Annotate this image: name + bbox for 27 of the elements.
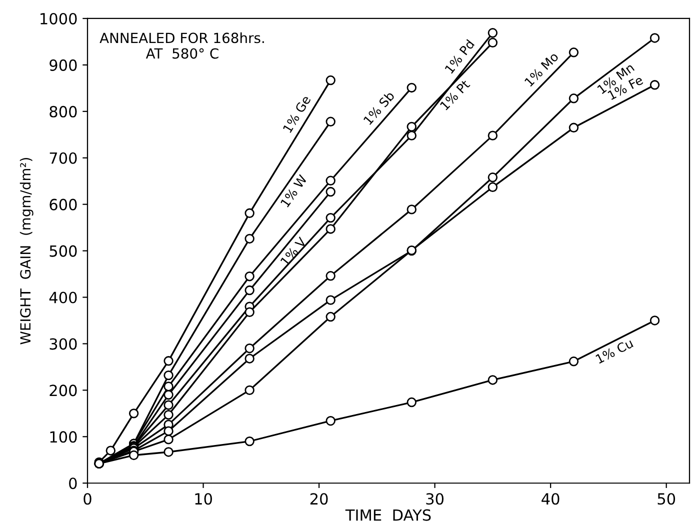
y-tick-label: 0 xyxy=(69,478,77,490)
y-tick-label: 800 xyxy=(50,106,77,118)
text: 1% Cu xyxy=(595,338,634,364)
annotation: ANNEALED FOR 168hrs. AT 580° C xyxy=(100,32,264,59)
y-tick-label: 1000 xyxy=(40,12,77,24)
x-tick-label: 20 xyxy=(310,493,328,505)
text: 1% Sb xyxy=(362,90,395,126)
x-axis-title: TIME DAYS xyxy=(345,509,431,521)
text: 1% W xyxy=(280,174,308,208)
x-tick-label: 50 xyxy=(658,493,676,505)
text: 1% Pd xyxy=(444,39,475,74)
y-tick-label: 400 xyxy=(49,292,77,304)
y-tick-label: 200 xyxy=(50,384,77,396)
y-tick-label: 700 xyxy=(50,152,77,164)
y-tick-label: 500 xyxy=(50,245,77,257)
x-tick-label: 30 xyxy=(426,493,444,505)
x-tick-label: 0 xyxy=(84,493,92,505)
y-tick-label: 900 xyxy=(50,59,77,71)
x-tick-label: 40 xyxy=(542,493,560,505)
y-tick-label: 300 xyxy=(50,338,77,350)
text: 1% Pt xyxy=(440,79,470,111)
text: 1% Mo xyxy=(524,52,559,87)
y-tick-label: 100 xyxy=(50,431,77,443)
y-axis-title: WEIGHT GAIN (mgm/dm²) xyxy=(20,158,34,344)
text: 1% Ge xyxy=(282,94,312,134)
x-tick-label: 10 xyxy=(195,493,212,505)
y-tick-label: 600 xyxy=(50,198,77,210)
